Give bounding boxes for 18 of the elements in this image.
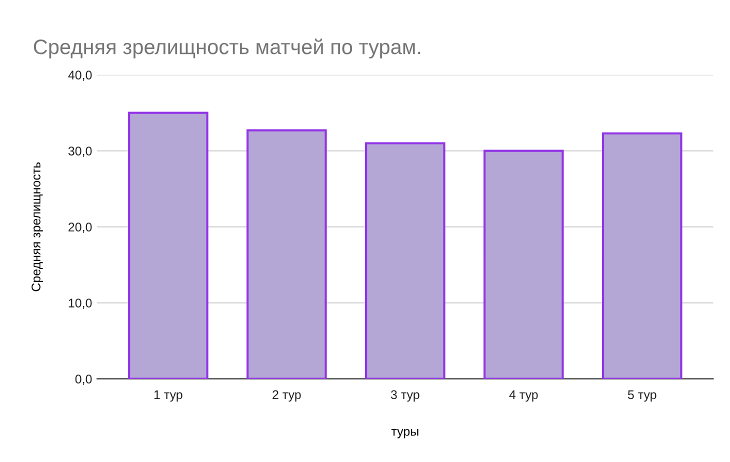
x-tick-label: 5 тур: [628, 390, 656, 402]
bar: [128, 112, 208, 379]
bar: [483, 150, 564, 379]
y-tick-label: 30,0: [68, 146, 92, 157]
x-tick-label: 1 тур: [154, 390, 182, 402]
bar: [246, 129, 327, 379]
y-tick-label: 40,0: [68, 70, 92, 81]
x-tick-label: 4 тур: [509, 390, 538, 402]
bar: [365, 142, 446, 379]
bar: [602, 132, 682, 379]
x-tick-label: 2 тур: [272, 390, 301, 402]
y-tick-label: 0,0: [75, 374, 92, 385]
chart-title: Средняя зрелищность матчей по турам.: [34, 38, 420, 58]
y-tick-label: 20,0: [68, 222, 92, 233]
x-axis-title: туры: [391, 428, 418, 438]
x-tick-label: 3 тур: [390, 390, 420, 402]
y-axis-title: Средняя зрелищность: [32, 162, 43, 292]
y-tick-label: 10,0: [68, 298, 92, 309]
